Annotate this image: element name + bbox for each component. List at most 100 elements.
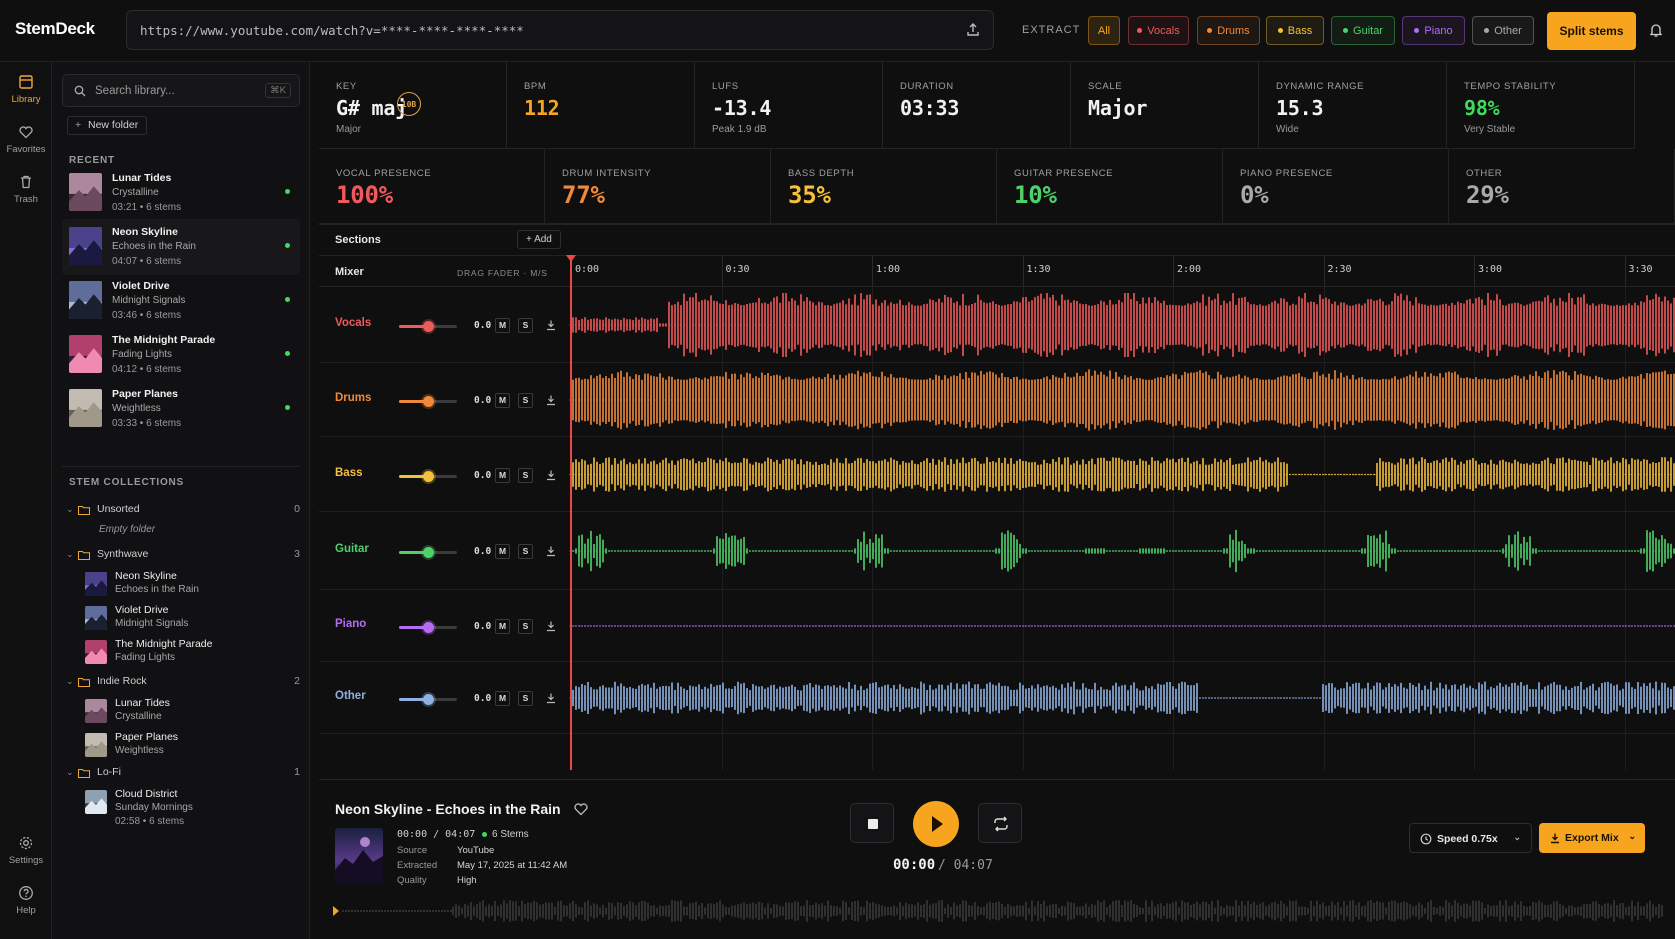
collection-item[interactable]: The Midnight Parade Fading Lights [85, 637, 300, 671]
download-icon[interactable] [545, 692, 557, 704]
scrub-waveform [342, 900, 1663, 922]
rail-item-trash[interactable]: Trash [0, 174, 52, 205]
chip-vocals[interactable]: Vocals [1128, 16, 1189, 45]
collection-item[interactable]: Paper Planes Weightless [85, 730, 300, 764]
mute-button[interactable]: M [495, 691, 510, 706]
fader-knob[interactable] [423, 547, 434, 558]
mute-button[interactable]: M [495, 318, 510, 333]
rail-item-settings[interactable]: Settings [0, 835, 52, 866]
solo-button[interactable]: S [518, 467, 533, 483]
recent-artist: Crystalline [112, 187, 159, 198]
fader-knob[interactable] [423, 396, 434, 407]
waveform-lane[interactable] [569, 512, 1675, 590]
timeline-ruler[interactable]: 0:00 0:30 1:00 1:30 2:00 2:30 3:00 3:30 [569, 255, 1675, 288]
recent-item[interactable]: The Midnight Parade Fading Lights 04:12 • … [62, 327, 300, 383]
waveform-lane[interactable] [569, 662, 1675, 734]
solo-button[interactable]: S [518, 544, 533, 559]
rail-label: Library [11, 94, 41, 105]
heart-icon[interactable] [573, 802, 589, 816]
stop-button[interactable] [850, 803, 894, 843]
sections-label: Sections [335, 234, 381, 246]
volume-fader[interactable] [399, 694, 457, 705]
chip-other[interactable]: Other [1472, 16, 1534, 45]
loop-button[interactable] [978, 803, 1022, 843]
search-icon [74, 85, 86, 97]
fader-knob[interactable] [423, 622, 434, 633]
new-folder-button[interactable]: New folder [67, 116, 148, 135]
download-icon[interactable] [545, 394, 557, 406]
timeline-tick: 3:30 [1624, 256, 1653, 288]
playhead[interactable] [566, 255, 576, 770]
gain-value: 0.0 [474, 320, 492, 331]
rail-item-favorites[interactable]: Favorites [0, 124, 52, 155]
collection-item[interactable]: Lunar Tides Crystalline [85, 696, 300, 730]
download-icon[interactable] [545, 469, 557, 481]
fader-knob[interactable] [423, 694, 434, 705]
rail-item-library[interactable]: Library [0, 74, 52, 105]
mute-button[interactable]: M [495, 393, 510, 408]
export-mix-button[interactable]: Export Mix ⌄ [1539, 823, 1645, 853]
volume-fader[interactable] [399, 470, 457, 482]
download-icon[interactable] [545, 620, 557, 632]
recent-item[interactable]: Paper Planes Weightless 03:33 • 6 stems [62, 381, 300, 437]
fader-knob[interactable] [423, 470, 434, 482]
solo-button[interactable]: S [518, 619, 533, 634]
recent-item[interactable]: Lunar Tides Crystalline 03:21 • 6 stems [62, 165, 300, 221]
scrub-handle[interactable] [333, 906, 339, 916]
play-button[interactable] [913, 801, 959, 847]
folder-unsorted[interactable]: ⌄ Unsorted 0 [66, 503, 300, 519]
add-section-button[interactable]: + Add [517, 230, 561, 249]
tick-label: 2:00 [1177, 264, 1202, 275]
mini-waveform-scrubber[interactable] [333, 897, 1663, 925]
speed-dropdown[interactable]: Speed 0.75x ⌄ [1409, 823, 1532, 853]
chip-all[interactable]: All [1088, 16, 1120, 45]
bell-icon[interactable] [1648, 22, 1664, 38]
stat-value: G# maj [336, 96, 408, 120]
solo-button[interactable]: S [518, 318, 533, 333]
download-icon[interactable] [545, 545, 557, 557]
url-input[interactable]: https://www.youtube.com/watch?v=****-***… [126, 10, 994, 50]
volume-fader[interactable] [399, 547, 457, 558]
mute-button[interactable]: M [495, 467, 510, 483]
download-icon[interactable] [545, 319, 557, 331]
thumbnail-art [85, 606, 107, 630]
split-stems-button[interactable]: Split stems [1547, 12, 1636, 50]
recent-item[interactable]: Neon Skyline Echoes in the Rain 04:07 • 6 … [62, 219, 300, 275]
recent-artist: Fading Lights [112, 349, 173, 360]
mute-button[interactable]: M [495, 619, 510, 634]
volume-fader[interactable] [399, 396, 457, 407]
chip-label: Drums [1217, 24, 1250, 37]
waveform-lane[interactable] [569, 363, 1675, 437]
recent-meta: 04:12 • 6 stems [112, 364, 182, 375]
folder-indie-rock[interactable]: ⌄ Indie Rock 2 [66, 675, 300, 691]
folder-synthwave[interactable]: ⌄ Synthwave 3 [66, 548, 300, 564]
stat-label: DYNAMIC RANGE [1276, 81, 1365, 92]
volume-fader[interactable] [399, 622, 457, 633]
grid-line [1323, 287, 1325, 770]
collection-item[interactable]: Cloud District Sunday Mornings 02:58 • 6 s… [85, 787, 300, 827]
solo-button[interactable]: S [518, 691, 533, 706]
upload-icon[interactable] [965, 22, 981, 38]
waveform-lane[interactable] [569, 437, 1675, 512]
waveform-lane[interactable] [569, 287, 1675, 363]
recent-heading: RECENT [69, 155, 115, 166]
solo-button[interactable]: S [518, 393, 533, 408]
presence-value: 10% [1014, 181, 1057, 209]
recent-item[interactable]: Violet Drive Midnight Signals 03:46 • 6 st… [62, 273, 300, 329]
volume-fader[interactable] [399, 321, 457, 332]
rail-item-help[interactable]: Help [0, 885, 52, 916]
chip-guitar[interactable]: Guitar [1331, 16, 1395, 45]
waveform-lane[interactable] [569, 590, 1675, 662]
folder-lo-fi[interactable]: ⌄ Lo-Fi 1 [66, 766, 300, 782]
download-icon [1551, 833, 1559, 844]
chip-drums[interactable]: Drums [1197, 16, 1260, 45]
chip-piano[interactable]: Piano [1402, 16, 1465, 45]
collection-item[interactable]: Violet Drive Midnight Signals [85, 603, 300, 637]
chip-bass[interactable]: Bass [1266, 16, 1324, 45]
collection-title: Lunar Tides [115, 697, 170, 709]
mute-button[interactable]: M [495, 544, 510, 559]
fader-knob[interactable] [423, 321, 434, 332]
search-input[interactable]: Search library... ⌘K [62, 74, 300, 107]
collection-item[interactable]: Neon Skyline Echoes in the Rain [85, 569, 300, 603]
gear-icon [19, 836, 33, 850]
